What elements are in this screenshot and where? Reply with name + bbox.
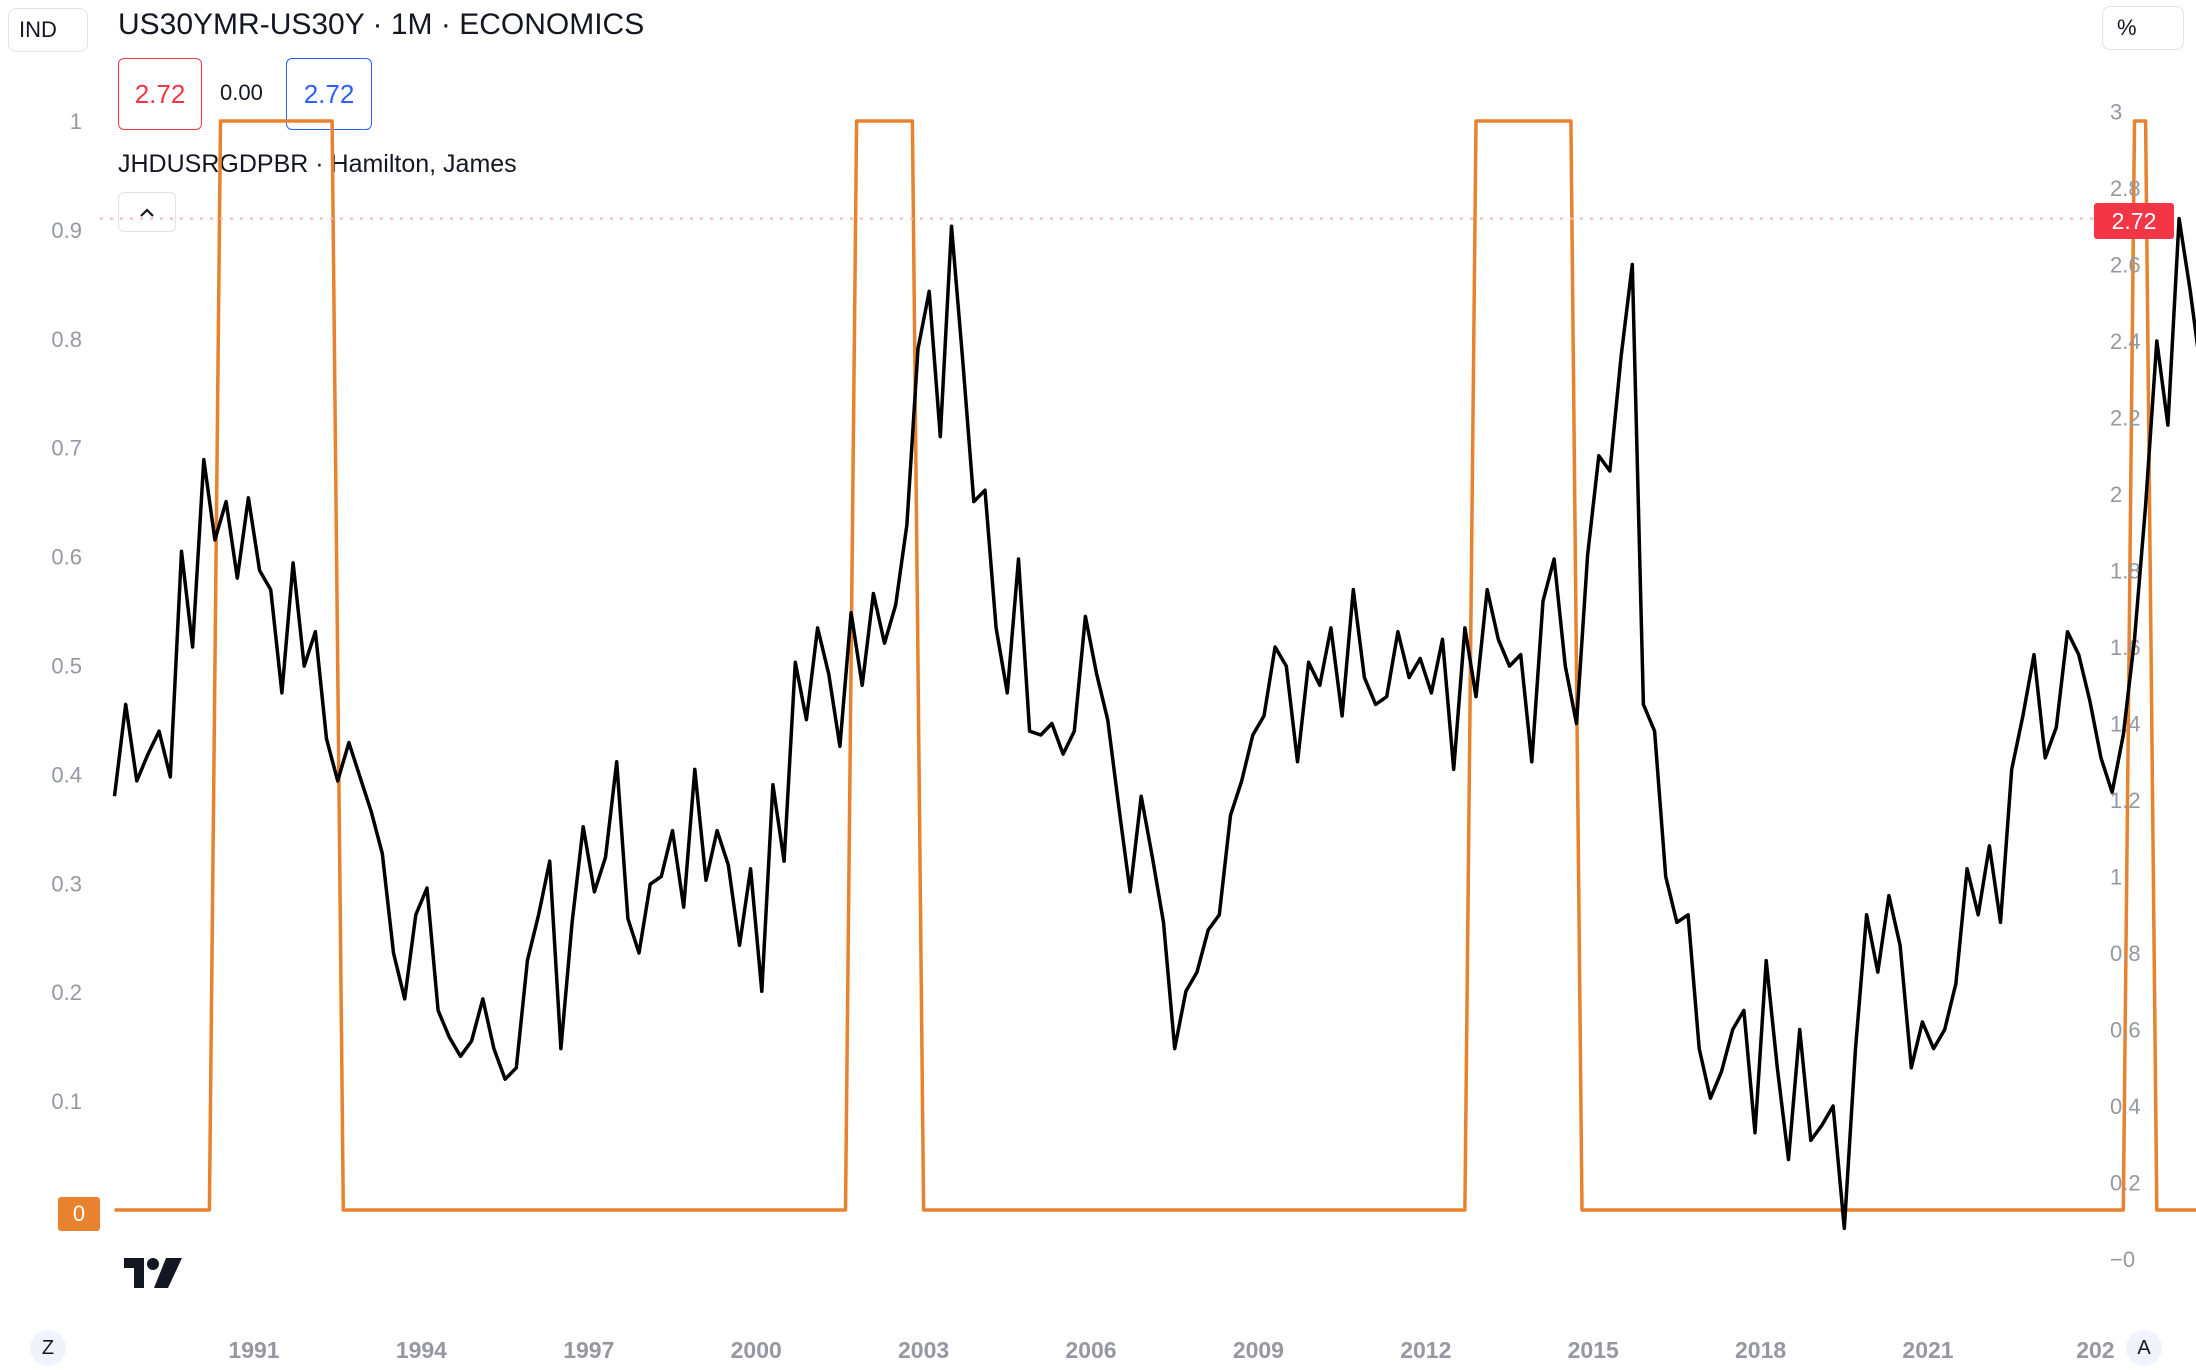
left-axis-tick-label: 0.9: [51, 218, 82, 243]
left-axis-tick-label: 1: [70, 109, 82, 134]
left-axis-tick-label: 0.5: [51, 654, 82, 679]
chart-title: US30YMR-US30Y · 1M · ECONOMICS: [118, 8, 645, 41]
right-axis-tick-label: 2.4: [2110, 329, 2141, 354]
x-axis-tick-label: 2003: [898, 1337, 949, 1363]
x-axis-tick-label: 1997: [563, 1337, 614, 1363]
right-axis-tick-label: 0.4: [2110, 1094, 2141, 1119]
right-axis-tick-label: 2.8: [2110, 176, 2141, 201]
left-axis-tick-label: 0.2: [51, 980, 82, 1005]
change-value: 0.00: [220, 80, 263, 105]
right-axis-tick-label: 2.6: [2110, 253, 2141, 278]
series-line-spread: [112, 216, 2196, 1231]
right-axis-tick-label: 3: [2110, 100, 2122, 125]
indicators-button[interactable]: IND: [8, 8, 88, 52]
open-value-box: 2.72: [118, 58, 202, 130]
recession-value-badge: 0: [58, 1197, 100, 1231]
right-axis-tick-label: 0.6: [2110, 1018, 2141, 1043]
x-axis-tick-label: 1991: [228, 1337, 279, 1363]
x-axis-tick-label: 2015: [1568, 1337, 1619, 1363]
x-axis-tick-label: 2009: [1233, 1337, 1284, 1363]
left-axis-tick-label: 0.4: [51, 762, 82, 787]
percent-scale-button[interactable]: %: [2102, 6, 2184, 50]
x-axis-tick-label: 1994: [396, 1337, 447, 1363]
series-line-recession: [114, 119, 2196, 1212]
last-value-badge: 2.72: [2094, 203, 2174, 239]
right-axis-tick-label: 2: [2110, 482, 2122, 507]
x-axis-tick-label: 2012: [1400, 1337, 1451, 1363]
right-axis-tick-label: 1.8: [2110, 559, 2141, 584]
right-axis-tick-label: −0: [2110, 1247, 2135, 1272]
zoom-button[interactable]: Z: [30, 1330, 66, 1366]
right-axis-tick-label: 0.2: [2110, 1171, 2141, 1196]
x-axis-tick-label: 202: [2076, 1337, 2114, 1363]
right-axis-tick-label: 2.2: [2110, 406, 2141, 431]
auto-scale-button[interactable]: A: [2126, 1330, 2162, 1366]
x-axis-tick-label: 2006: [1065, 1337, 1116, 1363]
left-axis-tick-label: 0.7: [51, 436, 82, 461]
x-axis-tick-label: 2018: [1735, 1337, 1786, 1363]
left-axis-tick-label: 0.1: [51, 1089, 82, 1114]
collapse-button[interactable]: [118, 192, 176, 232]
right-axis-tick-label: 1: [2110, 865, 2122, 890]
left-axis-tick-label: 0.3: [51, 871, 82, 896]
tradingview-logo: [124, 1258, 182, 1288]
x-axis-tick-label: 2021: [1902, 1337, 1953, 1363]
chevron-up-icon: [140, 208, 154, 217]
left-axis-tick-label: 0.6: [51, 545, 82, 570]
x-axis-tick-label: 2000: [731, 1337, 782, 1363]
indicator-title: JHDUSRGDPBR · Hamilton, James: [118, 150, 517, 178]
right-axis-tick-label: 0.8: [2110, 941, 2141, 966]
right-axis-tick-label: 1.2: [2110, 788, 2141, 813]
close-value-box: 2.72: [286, 58, 372, 130]
left-axis-tick-label: 0.8: [51, 327, 82, 352]
